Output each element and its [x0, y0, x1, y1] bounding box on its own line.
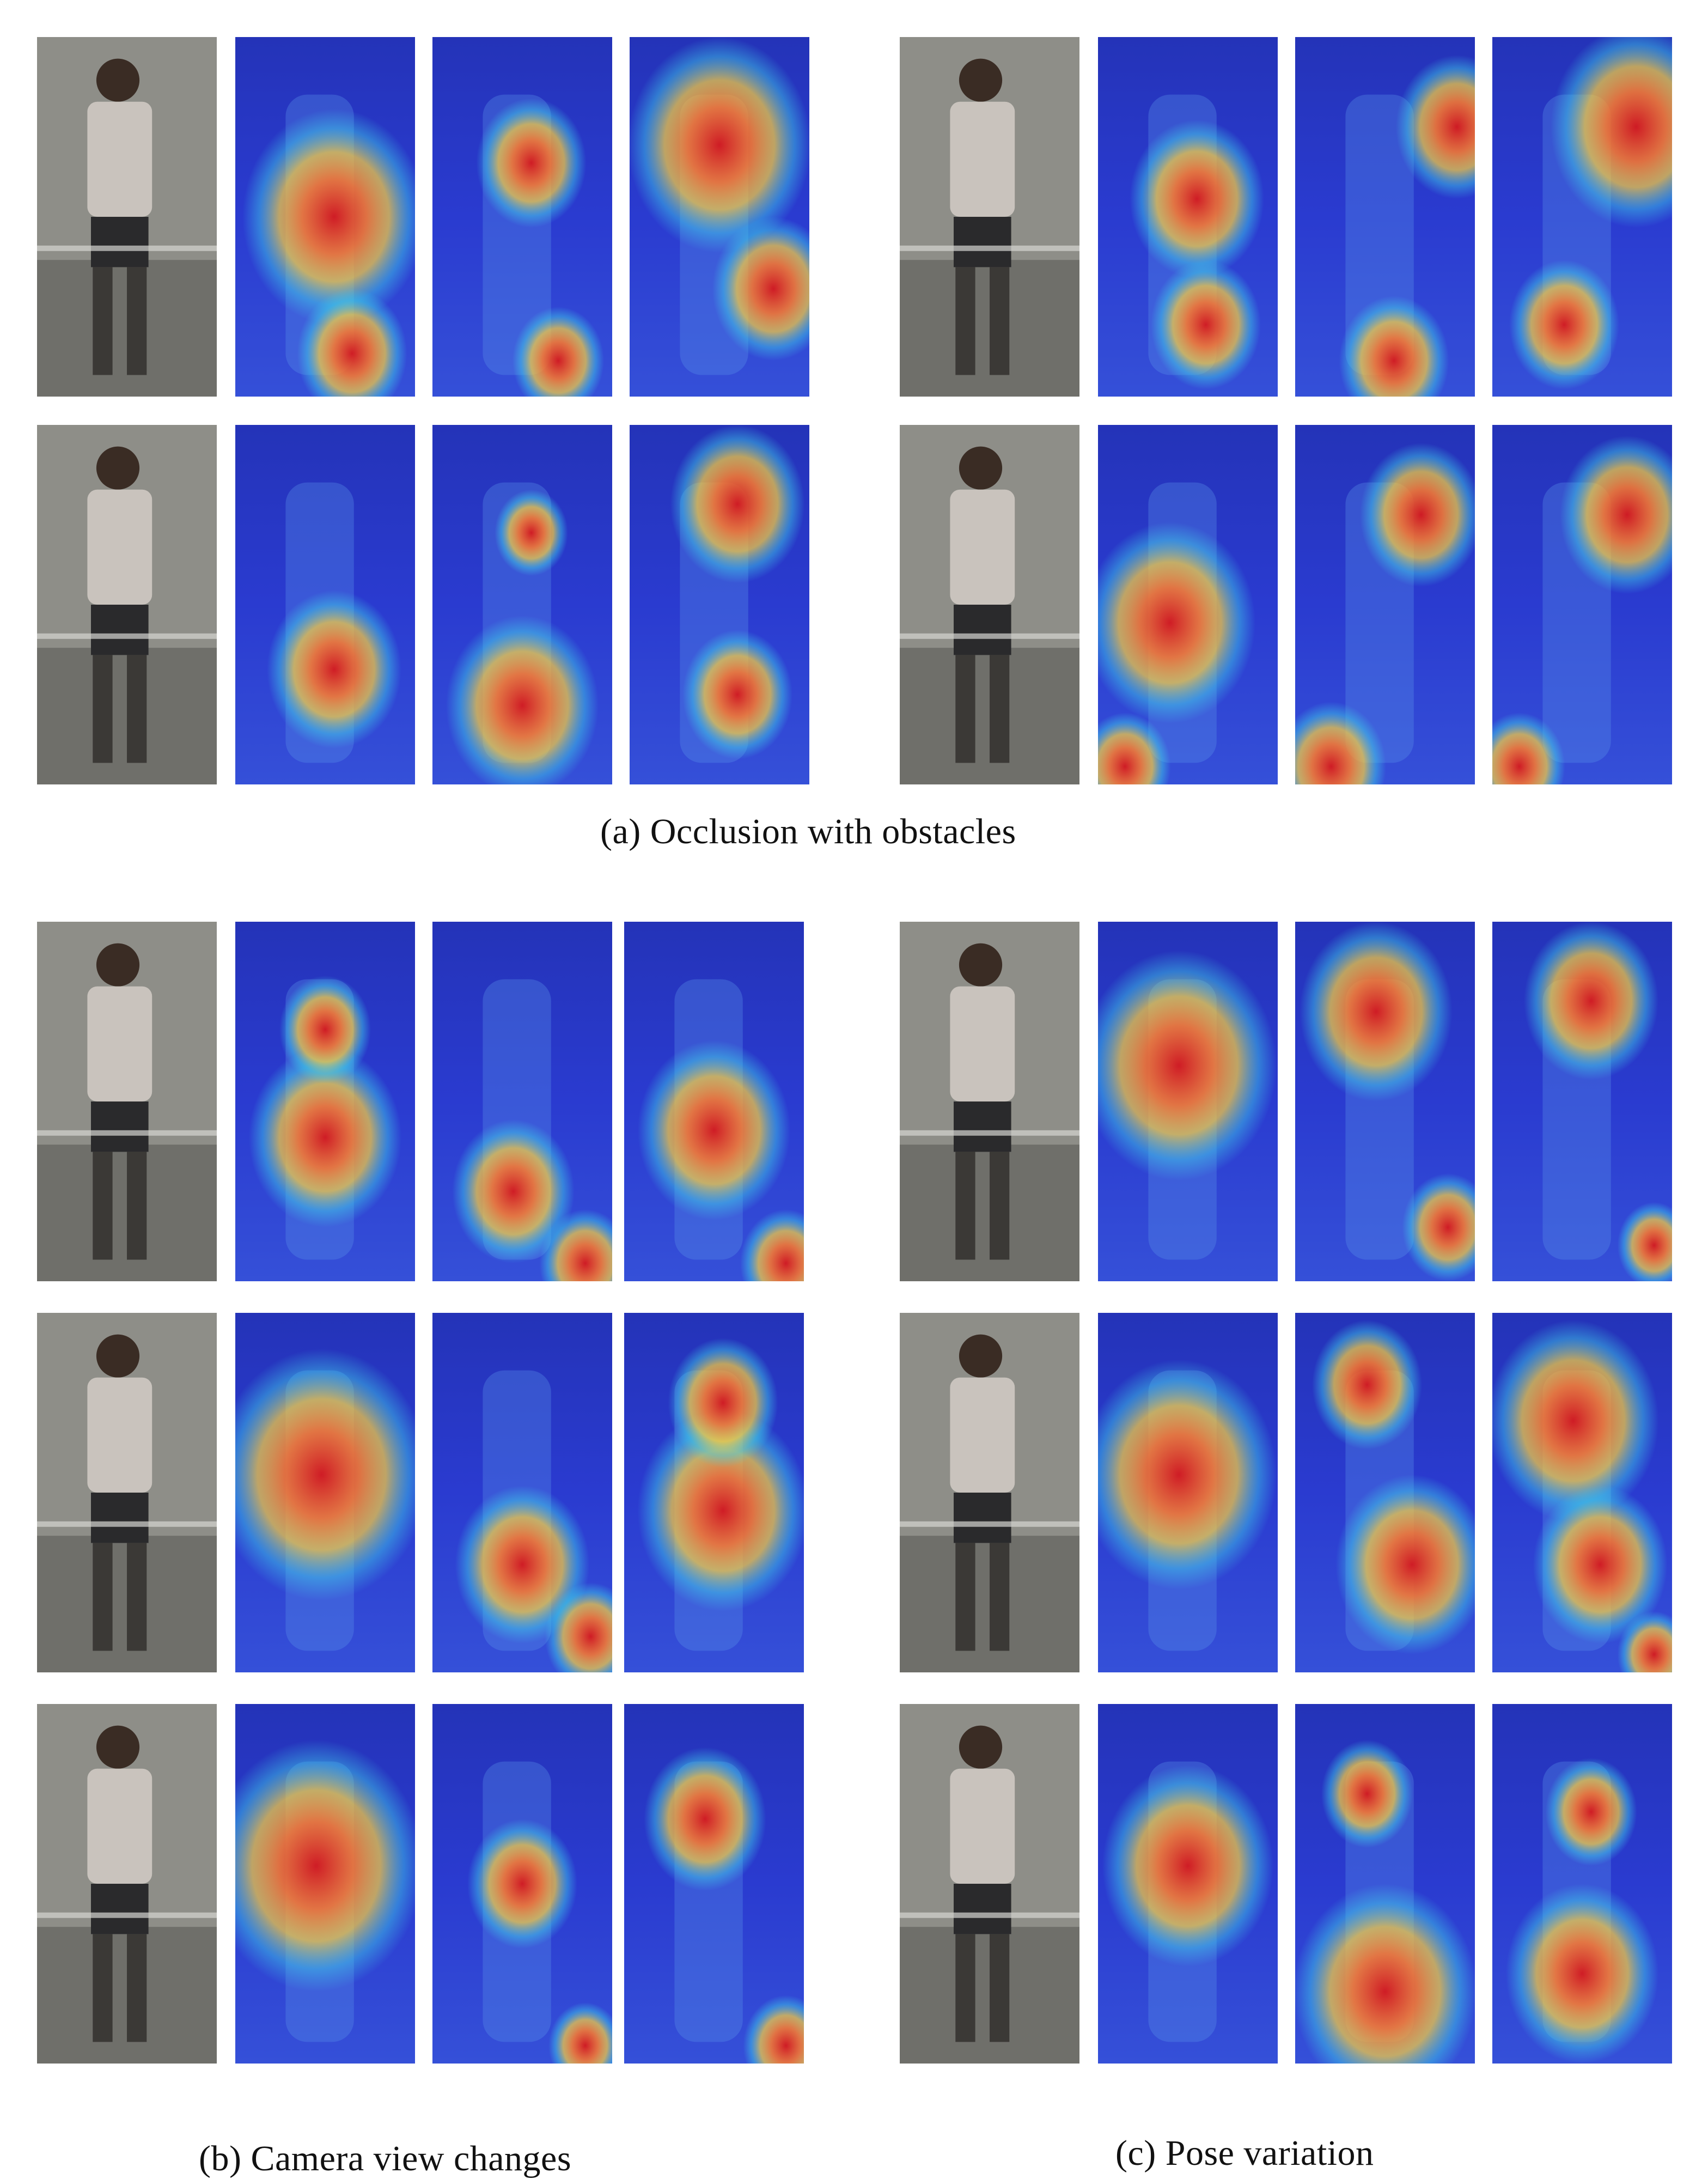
pose-variation-row2-heatmap-3 [1492, 1313, 1672, 1672]
pose-variation-row3-heatmap-2 [1295, 1704, 1475, 2064]
occlusion-right-row2-person-image [900, 425, 1079, 784]
occlusion-right-row1-heatmap-3 [1492, 37, 1672, 397]
camera-view-row3-heatmap-2 [432, 1704, 612, 2064]
camera-view-row1-person-image [37, 922, 217, 1281]
pose-variation-row2-person-image [900, 1313, 1079, 1672]
pose-variation-row3-person-image [900, 1704, 1079, 2064]
camera-view-row2-heatmap-1 [235, 1313, 415, 1672]
occlusion-right-row2-heatmap-1 [1098, 425, 1278, 784]
pose-variation-row1-heatmap-3 [1492, 922, 1672, 1281]
pose-variation-row2-heatmap-1 [1098, 1313, 1278, 1672]
occlusion-left-row2-heatmap-3 [630, 425, 809, 784]
pose-variation-row3-heatmap-3 [1492, 1704, 1672, 2064]
occlusion-left-row1-heatmap-1 [235, 37, 415, 397]
camera-view-row1-heatmap-3 [624, 922, 804, 1281]
pose-variation-row1-heatmap-2 [1295, 922, 1475, 1281]
pose-variation-row1-heatmap-1 [1098, 922, 1278, 1281]
camera-view-row3-heatmap-1 [235, 1704, 415, 2064]
occlusion-left-row2-person-image [37, 425, 217, 784]
camera-view-row1-heatmap-1 [235, 922, 415, 1281]
camera-view-row2-heatmap-2 [432, 1313, 612, 1672]
caption-b: (b) Camera view changes [199, 2139, 572, 2178]
occlusion-left-row2-heatmap-2 [432, 425, 612, 784]
occlusion-right-row1-heatmap-2 [1295, 37, 1475, 397]
occlusion-left-row1-heatmap-3 [630, 37, 809, 397]
occlusion-left-row2-heatmap-1 [235, 425, 415, 784]
occlusion-right-row2-heatmap-3 [1492, 425, 1672, 784]
pose-variation-row1-person-image [900, 922, 1079, 1281]
caption-c: (c) Pose variation [1115, 2133, 1374, 2173]
pose-variation-row3-heatmap-1 [1098, 1704, 1278, 2064]
occlusion-right-row1-person-image [900, 37, 1079, 397]
camera-view-row2-heatmap-3 [624, 1313, 804, 1672]
occlusion-left-row1-person-image [37, 37, 217, 397]
camera-view-row1-heatmap-2 [432, 922, 612, 1281]
occlusion-right-row2-heatmap-2 [1295, 425, 1475, 784]
caption-a: (a) Occlusion with obstacles [600, 812, 1016, 851]
occlusion-right-row1-heatmap-1 [1098, 37, 1278, 397]
occlusion-left-row1-heatmap-2 [432, 37, 612, 397]
camera-view-row3-person-image [37, 1704, 217, 2064]
pose-variation-row2-heatmap-2 [1295, 1313, 1475, 1672]
camera-view-row2-person-image [37, 1313, 217, 1672]
camera-view-row3-heatmap-3 [624, 1704, 804, 2064]
